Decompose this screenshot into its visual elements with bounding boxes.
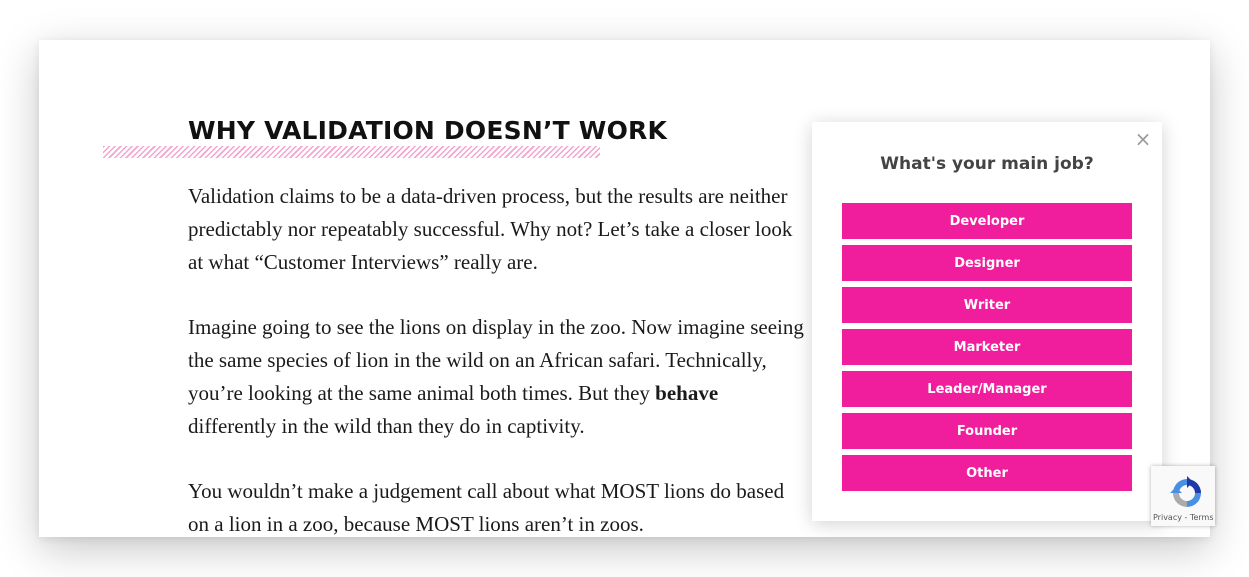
option-founder-button[interactable]: Founder [842,413,1132,449]
paragraph-2: Imagine going to see the lions on displa… [188,311,808,443]
recaptcha-icon [1170,476,1201,507]
option-developer-button[interactable]: Developer [842,203,1132,239]
paragraph-3: You wouldn’t make a judgement call about… [188,479,785,536]
section-heading: WHY VALIDATION DOESN’T WORK [188,116,668,145]
recaptcha-badge[interactable]: Privacy - Terms [1151,466,1215,526]
article-card: WHY VALIDATION DOESN’T WORK Validation c… [39,40,1210,537]
option-designer-button[interactable]: Designer [842,245,1132,281]
option-writer-button[interactable]: Writer [842,287,1132,323]
option-other-button[interactable]: Other [842,455,1132,491]
heading-underline-stripe [103,146,600,158]
close-icon[interactable]: × [1134,127,1152,151]
paragraph-2-bold: behave [655,381,719,405]
section-heading-wrap: WHY VALIDATION DOESN’T WORK [103,116,668,158]
option-marketer-button[interactable]: Marketer [842,329,1132,365]
paragraph-1: Validation claims to be a data-driven pr… [188,184,793,274]
recaptcha-privacy-terms[interactable]: Privacy - Terms [1153,513,1214,522]
popup-title: What's your main job? [880,154,1094,174]
option-leader-manager-button[interactable]: Leader/Manager [842,371,1132,407]
paragraph-2-text-b: differently in the wild than they do in … [188,414,585,438]
job-survey-popup: × What's your main job? Developer Design… [812,122,1162,521]
article-body: Validation claims to be a data-driven pr… [188,180,808,537]
paragraph-2-text-a: Imagine going to see the lions on displa… [188,315,804,405]
job-options: Developer Designer Writer Marketer Leade… [842,203,1132,497]
